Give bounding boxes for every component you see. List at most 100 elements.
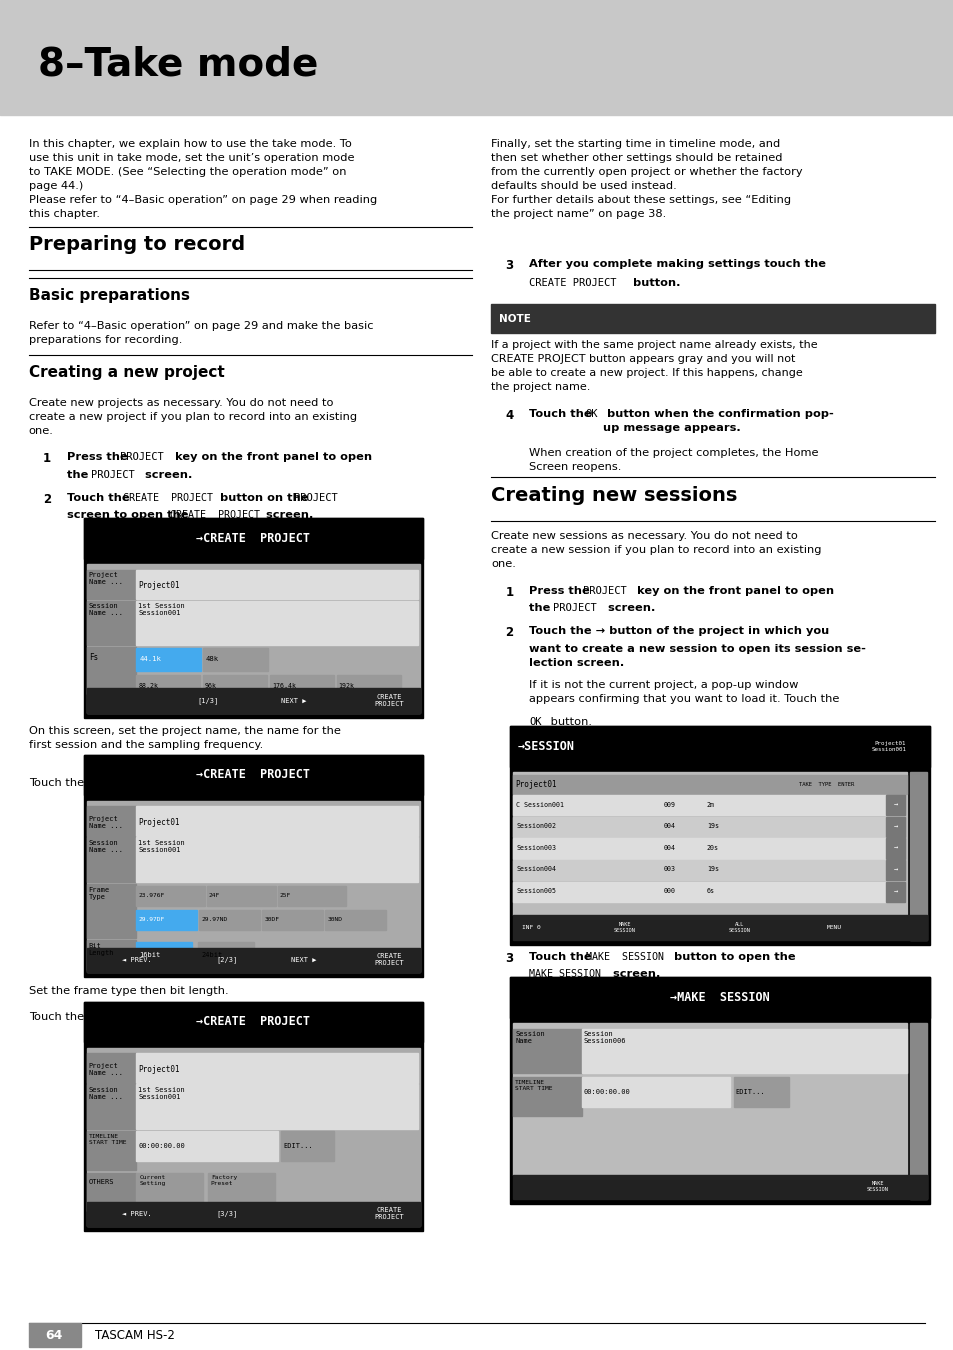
Bar: [87, 564, 419, 713]
Bar: [262, 910, 323, 930]
Bar: [87, 801, 419, 972]
Text: 44.1k: 44.1k: [139, 656, 161, 662]
Text: ◄ PREV.: ◄ PREV.: [121, 957, 152, 963]
Text: button to open the next page.: button to open the next page.: [115, 1012, 291, 1022]
Text: screen.: screen.: [608, 969, 659, 979]
Text: NOTE: NOTE: [498, 313, 530, 324]
Bar: [136, 837, 417, 882]
Text: 1st Session
Session001: 1st Session Session001: [138, 840, 185, 853]
Text: 192k: 192k: [338, 683, 355, 688]
Text: Set the frame type then bit length.: Set the frame type then bit length.: [29, 986, 228, 995]
Text: Project01: Project01: [515, 780, 557, 788]
Text: CREATE
PROJECT: CREATE PROJECT: [374, 694, 404, 707]
Text: Session
Name ...: Session Name ...: [89, 603, 123, 617]
Text: 2: 2: [43, 493, 51, 506]
Text: Touch the: Touch the: [529, 952, 596, 961]
Text: 30DF: 30DF: [264, 917, 279, 922]
Bar: [513, 1029, 581, 1073]
Text: If it is not the current project, a pop-up window
appears confirming that you wa: If it is not the current project, a pop-…: [529, 680, 839, 705]
Bar: [336, 675, 400, 698]
Bar: [909, 772, 926, 940]
Bar: [513, 775, 906, 794]
Text: 2: 2: [505, 626, 514, 640]
Text: button.: button.: [628, 278, 679, 288]
Text: 003: 003: [663, 867, 676, 872]
Text: 2m: 2m: [706, 802, 714, 807]
Bar: [510, 726, 929, 767]
Text: 004: 004: [663, 845, 676, 850]
Bar: [909, 1023, 926, 1199]
Bar: [885, 817, 904, 837]
Bar: [87, 1053, 136, 1083]
Text: Bit
Length: Bit Length: [89, 944, 114, 956]
Bar: [199, 910, 260, 930]
Bar: [136, 601, 417, 645]
Text: PROJECT: PROJECT: [120, 452, 164, 462]
Text: →CREATE  PROJECT: →CREATE PROJECT: [196, 532, 310, 545]
Text: Preparing to record: Preparing to record: [29, 235, 245, 254]
Text: Session003: Session003: [516, 845, 556, 850]
Bar: [491, 304, 934, 333]
Bar: [510, 726, 929, 945]
Text: Project01: Project01: [138, 582, 180, 590]
Text: 19s: 19s: [706, 867, 719, 872]
Text: CREATE
PROJECT: CREATE PROJECT: [374, 953, 404, 967]
Bar: [513, 882, 885, 902]
Bar: [203, 648, 268, 671]
Text: Project
Name ...: Project Name ...: [89, 1062, 123, 1076]
Text: PROJECT: PROJECT: [294, 493, 337, 502]
Bar: [87, 941, 136, 971]
Bar: [87, 837, 136, 882]
Bar: [513, 817, 885, 837]
Text: Session
Name ...: Session Name ...: [89, 840, 123, 853]
Bar: [277, 886, 346, 906]
Text: Refer to “4–Basic operation” on page 29 and make the basic
preparations for reco: Refer to “4–Basic operation” on page 29 …: [29, 321, 373, 346]
Bar: [84, 1002, 422, 1231]
Text: →CREATE  PROJECT: →CREATE PROJECT: [196, 1015, 310, 1029]
Text: Current
Setting: Current Setting: [139, 1176, 166, 1187]
Bar: [87, 806, 136, 836]
Text: ◄ PREV.: ◄ PREV.: [121, 1211, 152, 1216]
Text: 00:00:00.00: 00:00:00.00: [583, 1089, 630, 1095]
Text: PROJECT: PROJECT: [91, 470, 134, 479]
Text: 8–Take mode: 8–Take mode: [38, 46, 318, 84]
Text: Touch the → button of the project in which you: Touch the → button of the project in whi…: [529, 626, 829, 636]
Bar: [136, 1053, 417, 1083]
Text: screen.: screen.: [262, 510, 314, 520]
Text: →: →: [893, 867, 897, 872]
Text: key on the front panel to open: key on the front panel to open: [633, 586, 834, 595]
Text: MAKE
SESSION: MAKE SESSION: [866, 1181, 887, 1192]
Text: Press the: Press the: [67, 452, 132, 462]
Bar: [513, 838, 885, 859]
Bar: [84, 518, 422, 718]
Text: →SESSION: →SESSION: [517, 740, 575, 753]
Text: INF 0: INF 0: [521, 925, 540, 930]
Bar: [136, 910, 197, 930]
Text: MAKE
SESSION: MAKE SESSION: [614, 922, 635, 933]
Text: Create new sessions as necessary. You do not need to
create a new session if you: Create new sessions as necessary. You do…: [491, 531, 821, 568]
Bar: [29, 1323, 81, 1347]
Text: Session
Name: Session Name: [515, 1031, 544, 1045]
Bar: [281, 1131, 334, 1161]
Bar: [87, 647, 136, 694]
Text: OK: OK: [529, 717, 541, 726]
Bar: [87, 948, 419, 972]
Text: TIMELINE
START TIME: TIMELINE START TIME: [89, 1134, 126, 1145]
Bar: [207, 886, 275, 906]
Bar: [885, 795, 904, 815]
Text: 6s: 6s: [706, 888, 714, 894]
Text: button to open the: button to open the: [669, 952, 799, 961]
Bar: [208, 1173, 274, 1211]
Text: the: the: [67, 470, 92, 479]
Bar: [136, 570, 417, 599]
Text: Touch the: Touch the: [529, 409, 596, 418]
Text: 004: 004: [663, 824, 676, 829]
Text: NEXT ▶: NEXT ▶: [281, 698, 306, 703]
Bar: [136, 648, 201, 671]
Text: 25F: 25F: [279, 892, 291, 898]
Text: C Session001: C Session001: [516, 802, 563, 807]
Bar: [203, 675, 267, 698]
Text: Factory
Preset: Factory Preset: [211, 1176, 237, 1187]
Bar: [136, 886, 205, 906]
Bar: [87, 1202, 419, 1226]
